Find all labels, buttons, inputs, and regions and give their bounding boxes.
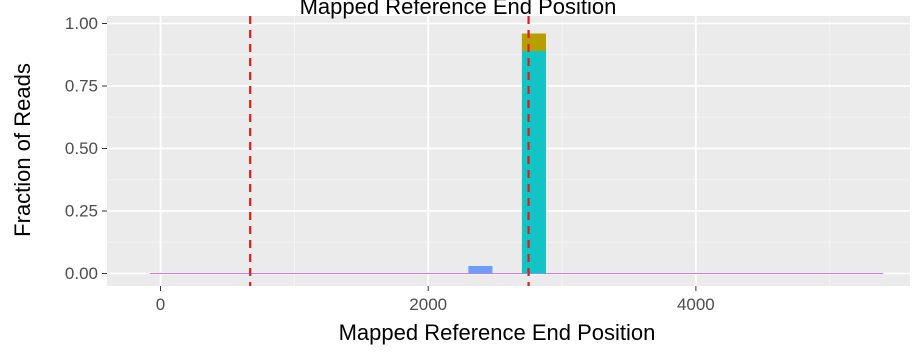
- y-tick-label: 0.25: [65, 202, 98, 221]
- panel-background: [107, 16, 910, 286]
- y-tick-label: 1.00: [65, 14, 98, 33]
- bar-segment: [468, 266, 493, 274]
- x-tick-label: 0: [156, 295, 165, 314]
- reference-lines: [249, 16, 530, 286]
- y-tick-label: 0.50: [65, 139, 98, 158]
- x-axis-title: Mapped Reference End Position: [339, 320, 656, 345]
- plot-panel: [107, 16, 910, 286]
- y-tick-label: 0.75: [65, 77, 98, 96]
- y-axis-title: Fraction of Reads: [10, 63, 35, 237]
- chart-title: Mapped Reference End Position: [300, 0, 617, 19]
- y-tick-label: 0.00: [65, 264, 98, 283]
- bar-segment: [521, 51, 546, 274]
- x-axis-ticks: 0 2000 4000: [156, 286, 715, 314]
- bar-segment: [521, 33, 546, 51]
- x-tick-label: 4000: [677, 295, 715, 314]
- y-axis-ticks: 0.00 0.25 0.50 0.75 1.00: [65, 14, 107, 283]
- bars: [149, 33, 884, 274]
- x-tick-label: 2000: [409, 295, 447, 314]
